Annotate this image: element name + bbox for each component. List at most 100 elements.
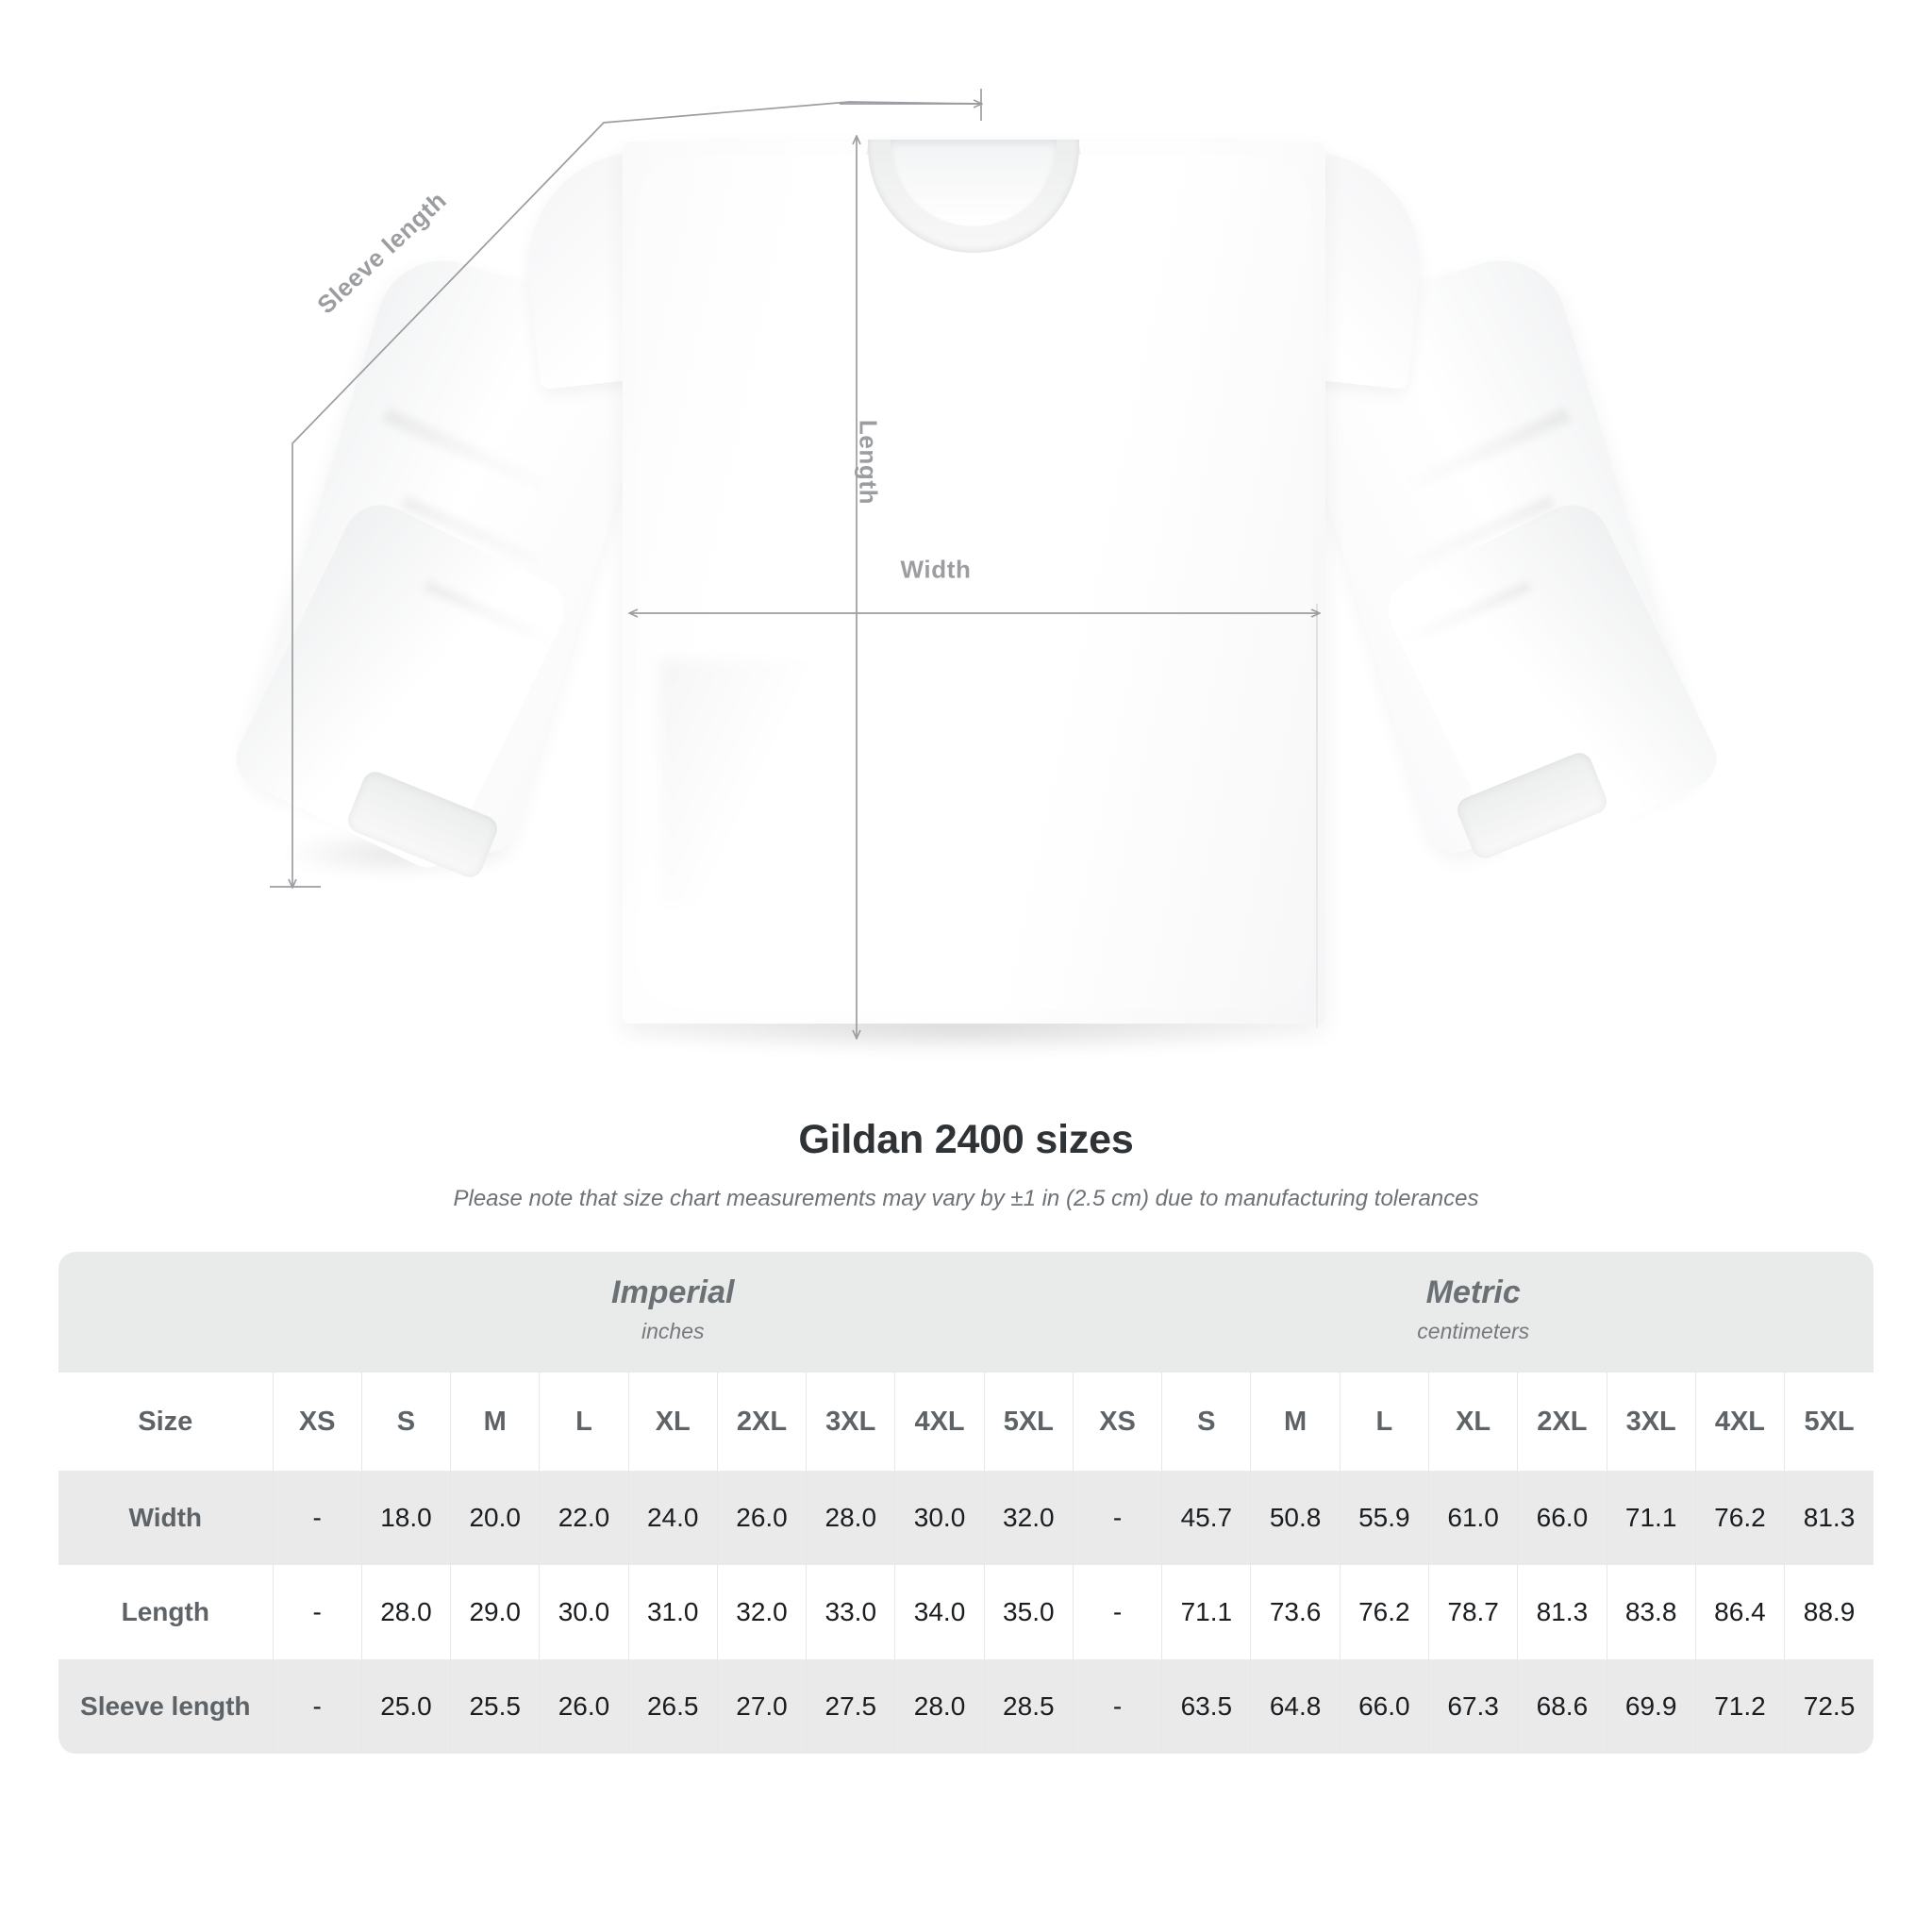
cell-sleeve-length-metric-4xl: 71.2 <box>1694 1659 1785 1754</box>
cell-width-metric-4xl: 76.2 <box>1694 1471 1785 1565</box>
unit-header-spacer <box>58 1252 274 1373</box>
cell-length-imperial-3xl: 33.0 <box>806 1565 895 1659</box>
size-header-metric-xl: XL <box>1427 1373 1518 1471</box>
cell-sleeve-length-imperial-m: 25.5 <box>450 1659 540 1754</box>
cell-sleeve-length-imperial-4xl: 28.0 <box>894 1659 985 1754</box>
size-header-metric-l: L <box>1339 1373 1429 1471</box>
size-header-metric-5xl: 5XL <box>1784 1373 1874 1471</box>
shirt-body-fold <box>660 660 811 906</box>
cell-width-metric-xl: 61.0 <box>1427 1471 1518 1565</box>
page-title: Gildan 2400 sizes <box>798 1117 1134 1162</box>
cell-length-imperial-l: 30.0 <box>539 1565 629 1659</box>
cell-length-metric-2xl: 81.3 <box>1517 1565 1607 1659</box>
cell-sleeve-length-imperial-5xl: 28.5 <box>983 1659 1074 1754</box>
cell-width-imperial-s: 18.0 <box>360 1471 451 1565</box>
cell-width-imperial-xs: - <box>272 1471 362 1565</box>
cell-sleeve-length-metric-xl: 67.3 <box>1427 1659 1518 1754</box>
sleeve-length-guide <box>270 89 981 887</box>
size-header-metric-3xl: 3XL <box>1606 1373 1696 1471</box>
size-header-row: Size XS S M L XL 2XL 3XL 4XL 5XL XS S M L XL 2XL 3XL 4XL 5… <box>58 1373 1874 1471</box>
row-label-sleeve-length: Sleeve length <box>58 1659 274 1754</box>
cell-length-imperial-xs: - <box>272 1565 362 1659</box>
cell-length-metric-4xl: 86.4 <box>1694 1565 1785 1659</box>
cell-sleeve-length-metric-l: 66.0 <box>1339 1659 1429 1754</box>
cell-length-imperial-m: 29.0 <box>450 1565 540 1659</box>
size-header-metric-xs: XS <box>1072 1373 1162 1471</box>
cell-length-metric-l: 76.2 <box>1339 1565 1429 1659</box>
cell-length-metric-s: 71.1 <box>1161 1565 1251 1659</box>
unit-subtitle: centimeters <box>1417 1319 1530 1344</box>
cell-width-metric-l: 55.9 <box>1339 1471 1429 1565</box>
cell-sleeve-length-imperial-3xl: 27.5 <box>806 1659 895 1754</box>
table-row: Width -18.0 20.0 22.0 24.0 26.0 28.0 30.0 32.0-4… <box>58 1471 1874 1565</box>
size-header-imperial-4xl: 4XL <box>894 1373 985 1471</box>
size-header-imperial-5xl: 5XL <box>983 1373 1074 1471</box>
cell-width-metric-m: 50.8 <box>1250 1471 1341 1565</box>
size-header-metric-2xl: 2XL <box>1517 1373 1607 1471</box>
size-table-card: Imperial inches Metric centimeters Size XS S M L… <box>58 1252 1874 1754</box>
cell-length-imperial-s: 28.0 <box>360 1565 451 1659</box>
row-label-width: Width <box>58 1471 274 1565</box>
size-header-imperial-xs: XS <box>272 1373 362 1471</box>
cell-width-imperial-4xl: 30.0 <box>894 1471 985 1565</box>
cell-sleeve-length-imperial-2xl: 27.0 <box>716 1659 807 1754</box>
cell-width-imperial-xl: 24.0 <box>627 1471 718 1565</box>
table-row: Sleeve length -25.0 25.5 26.0 26.5 27.0 27.5 28… <box>58 1659 1874 1754</box>
cell-length-imperial-xl: 31.0 <box>627 1565 718 1659</box>
unit-header-imperial: Imperial inches <box>273 1252 1074 1373</box>
cell-sleeve-length-metric-5xl: 72.5 <box>1784 1659 1874 1754</box>
cell-width-metric-3xl: 71.1 <box>1606 1471 1696 1565</box>
garment-diagram: Sleeve length Length Width <box>226 89 1932 1113</box>
cell-sleeve-length-metric-xs: - <box>1072 1659 1162 1754</box>
title-block: Gildan 2400 sizes Please note that size … <box>0 1117 1932 1212</box>
cell-width-imperial-2xl: 26.0 <box>716 1471 807 1565</box>
length-label: Length <box>854 419 883 506</box>
cell-width-metric-s: 45.7 <box>1161 1471 1251 1565</box>
tolerance-note: Please note that size chart measurements… <box>453 1186 1479 1211</box>
cell-length-imperial-5xl: 35.0 <box>983 1565 1074 1659</box>
width-label: Width <box>900 555 972 584</box>
cell-sleeve-length-metric-m: 64.8 <box>1250 1659 1341 1754</box>
cell-sleeve-length-metric-3xl: 69.9 <box>1606 1659 1696 1754</box>
cell-sleeve-length-imperial-xs: - <box>272 1659 362 1754</box>
cell-length-metric-m: 73.6 <box>1250 1565 1341 1659</box>
size-header-imperial-m: M <box>450 1373 540 1471</box>
cell-width-metric-2xl: 66.0 <box>1517 1471 1607 1565</box>
cell-width-metric-5xl: 81.3 <box>1784 1471 1874 1565</box>
unit-header-metric: Metric centimeters <box>1073 1252 1874 1373</box>
cell-width-metric-xs: - <box>1072 1471 1162 1565</box>
cell-sleeve-length-imperial-s: 25.0 <box>360 1659 451 1754</box>
cell-length-imperial-4xl: 34.0 <box>894 1565 985 1659</box>
long-sleeve-shirt-illustration <box>226 134 1726 1057</box>
row-label-length: Length <box>58 1565 274 1659</box>
cell-length-metric-xl: 78.7 <box>1427 1565 1518 1659</box>
measurement-guides <box>270 89 1932 1113</box>
cell-width-imperial-5xl: 32.0 <box>983 1471 1074 1565</box>
shirt-body <box>623 142 1325 1024</box>
unit-subtitle: inches <box>641 1319 705 1344</box>
table-row: Length -28.0 29.0 30.0 31.0 32.0 33.0 34.0 35.0-… <box>58 1565 1874 1659</box>
cell-sleeve-length-metric-2xl: 68.6 <box>1517 1659 1607 1754</box>
cell-length-imperial-2xl: 32.0 <box>716 1565 807 1659</box>
size-header-metric-s: S <box>1161 1373 1251 1471</box>
cell-length-metric-5xl: 88.9 <box>1784 1565 1874 1659</box>
size-header-metric-4xl: 4XL <box>1694 1373 1785 1471</box>
size-header-imperial-s: S <box>360 1373 451 1471</box>
size-header-imperial-xl: XL <box>627 1373 718 1471</box>
cell-length-metric-xs: - <box>1072 1565 1162 1659</box>
unit-header-row: Imperial inches Metric centimeters <box>58 1252 1874 1373</box>
size-header-imperial-l: L <box>539 1373 629 1471</box>
cell-sleeve-length-imperial-l: 26.0 <box>539 1659 629 1754</box>
size-header-imperial-2xl: 2XL <box>716 1373 807 1471</box>
size-column-header: Size <box>58 1373 274 1471</box>
cell-sleeve-length-imperial-xl: 26.5 <box>627 1659 718 1754</box>
cell-width-imperial-m: 20.0 <box>450 1471 540 1565</box>
unit-name: Imperial <box>611 1274 735 1310</box>
cell-length-metric-3xl: 83.8 <box>1606 1565 1696 1659</box>
cell-width-imperial-l: 22.0 <box>539 1471 629 1565</box>
size-table: Imperial inches Metric centimeters Size XS S M L… <box>58 1252 1874 1754</box>
size-header-metric-m: M <box>1250 1373 1341 1471</box>
shirt-side-seam <box>1316 604 1318 1028</box>
cell-sleeve-length-metric-s: 63.5 <box>1161 1659 1251 1754</box>
